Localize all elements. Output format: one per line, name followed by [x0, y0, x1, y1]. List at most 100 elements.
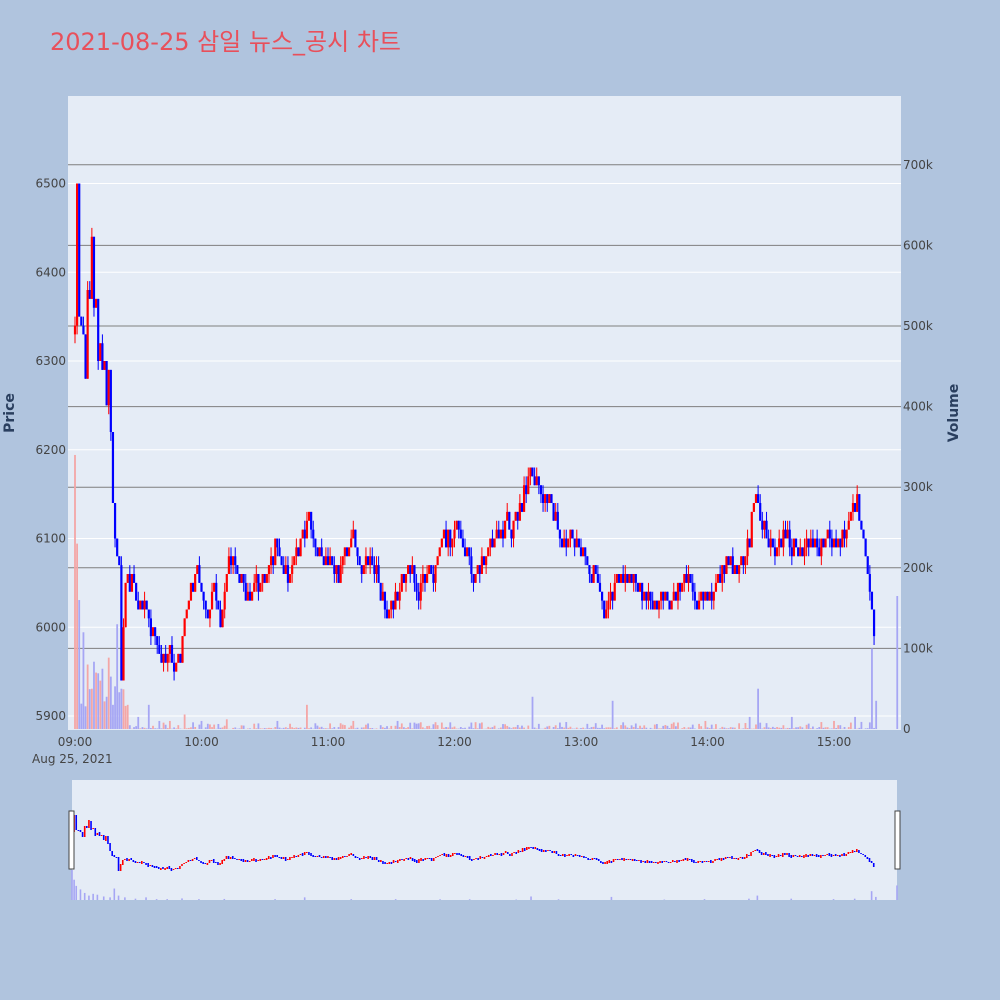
candle-body — [649, 591, 652, 601]
volume-bar — [320, 726, 323, 729]
volume-bar — [360, 727, 363, 729]
candle-body — [803, 547, 806, 557]
volume-bar — [128, 725, 131, 729]
volume-bar — [727, 728, 730, 729]
volume-bar — [527, 725, 530, 729]
candle-body — [748, 538, 751, 548]
time-tick-label: 15:00 — [817, 735, 852, 749]
candle-body — [683, 574, 686, 583]
volume-tick-label: 0 — [903, 722, 911, 736]
volume-bar — [504, 724, 506, 729]
volume-bar — [339, 723, 342, 729]
candle-body — [430, 565, 433, 574]
volume-bar — [514, 727, 517, 729]
volume-bar — [748, 716, 751, 729]
volume-bar — [780, 727, 783, 729]
candle-body — [246, 591, 249, 601]
slider-volume-bar — [394, 899, 397, 900]
volume-bar — [763, 727, 766, 729]
candle-body — [489, 538, 492, 548]
volume-bar — [611, 700, 614, 729]
candle-body — [695, 600, 699, 610]
candle-body — [660, 591, 663, 601]
candle-body — [744, 556, 747, 566]
candle-body — [409, 565, 412, 574]
candle-body — [101, 343, 104, 370]
candle-body — [314, 538, 317, 548]
candle-body — [508, 511, 511, 530]
volume-bar — [160, 728, 163, 729]
range-slider-left-handle[interactable] — [68, 810, 75, 870]
candle-body — [792, 538, 796, 557]
volume-bar — [274, 727, 277, 729]
candle-body — [234, 556, 237, 566]
candle-body — [135, 582, 138, 601]
volume-bar — [769, 727, 772, 729]
plot-area[interactable] — [68, 96, 901, 730]
candle-body — [750, 511, 753, 548]
candle-body — [672, 591, 675, 601]
price-tick-label: 5900 — [35, 709, 66, 723]
time-tick-label: 14:00 — [690, 735, 725, 749]
candle-body — [185, 609, 188, 619]
volume-bar — [755, 724, 757, 729]
volume-bar — [381, 727, 384, 729]
volume-bar — [451, 727, 454, 729]
candle-body — [240, 574, 243, 583]
volume-bar — [135, 726, 138, 729]
price-tick-label: 6400 — [35, 265, 66, 279]
range-slider[interactable] — [72, 780, 897, 900]
candle-body — [752, 503, 755, 512]
candle-body — [533, 476, 536, 486]
volume-bar — [833, 720, 835, 729]
slider-volume-bar — [83, 892, 86, 900]
volume-bar — [489, 727, 492, 729]
candle-body — [415, 582, 418, 592]
volume-bar — [630, 725, 633, 729]
volume-bar — [721, 726, 724, 729]
range-slider-right-handle[interactable] — [894, 810, 901, 870]
candle-body — [681, 582, 684, 592]
volume-bar — [316, 725, 319, 729]
volume-bar — [322, 728, 325, 729]
candle-body — [668, 600, 671, 610]
candle-body — [166, 653, 169, 663]
volume-bar — [225, 719, 228, 729]
candle-body — [299, 538, 302, 557]
candle-body — [333, 565, 336, 574]
volume-bar — [826, 727, 829, 729]
volume-bar — [147, 704, 150, 729]
volume-bar — [533, 727, 536, 729]
volume-bar — [440, 722, 443, 729]
volume-bar — [639, 725, 641, 729]
volume-bar — [154, 728, 157, 729]
volume-bar — [278, 727, 281, 729]
volume-bar — [158, 720, 161, 729]
candle-body — [685, 574, 688, 583]
volume-bar — [474, 722, 477, 729]
candle-body — [746, 538, 749, 557]
candle-body — [124, 582, 127, 628]
candle-body — [132, 574, 136, 583]
candle-body — [813, 538, 817, 548]
volume-bar — [369, 728, 372, 729]
candle-body — [447, 529, 450, 548]
x-axis-date-label: Aug 25, 2021 — [32, 752, 113, 766]
volume-bar — [200, 720, 203, 729]
candle-body — [480, 556, 484, 574]
volume-bar — [415, 723, 418, 729]
candle-body — [253, 582, 256, 592]
candle-body — [712, 591, 715, 601]
candle-body — [217, 600, 220, 610]
volume-bar — [668, 728, 671, 729]
volume-bar — [689, 727, 692, 729]
volume-bar — [299, 727, 302, 729]
volume-bar — [677, 722, 679, 729]
volume-bar — [341, 724, 344, 729]
slider-volume-bar — [109, 897, 111, 900]
candle-body — [769, 538, 772, 548]
candle-body — [510, 529, 513, 539]
candle-body — [122, 627, 125, 681]
volume-bar — [365, 724, 367, 729]
